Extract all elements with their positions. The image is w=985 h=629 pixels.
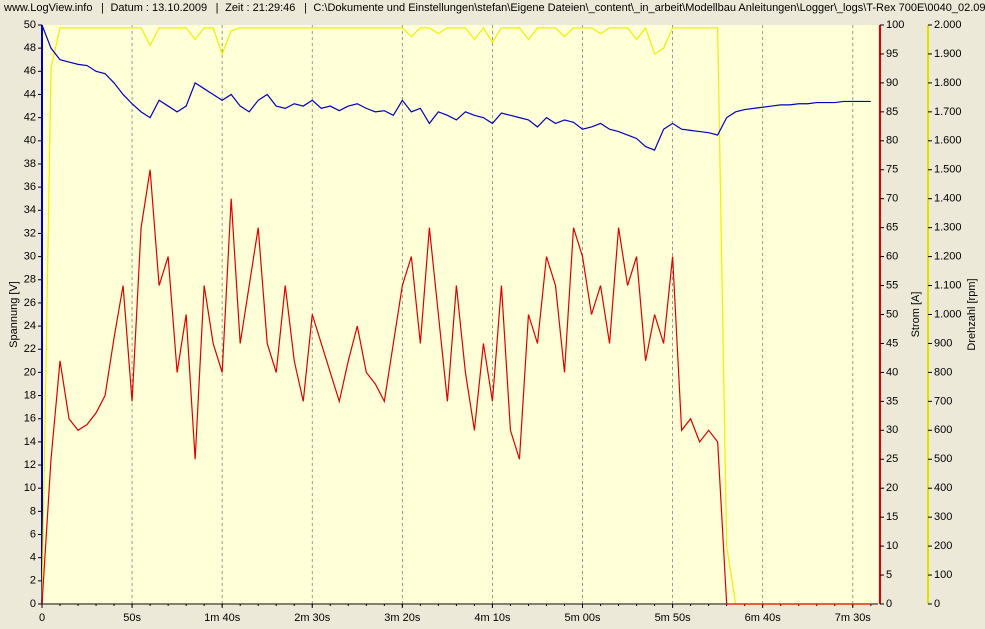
y-tick-label: 4 (30, 552, 36, 564)
series-line (41, 26, 871, 605)
header-item: Datum : 13.10.2009 (110, 2, 207, 14)
y-tick-label: 85 (886, 106, 898, 118)
y-tick-label: 800 (934, 366, 952, 378)
y-tick-label: 1.900 (934, 48, 962, 60)
header-separator: | (304, 2, 307, 14)
y-tick-label: 60 (886, 251, 898, 263)
series-line (41, 24, 871, 151)
y-tick-label: 900 (934, 337, 952, 349)
y-tick-label: 75 (886, 164, 898, 176)
y-tick-label: 200 (934, 540, 952, 552)
y-tick-label: 22 (24, 343, 36, 355)
y-tick-label: 5 (886, 569, 892, 581)
y-tick-label: 300 (934, 511, 952, 523)
y-tick-label: 28 (24, 274, 36, 286)
y-tick-label: 42 (24, 112, 36, 124)
x-tick-label: 1m 40s (204, 612, 241, 624)
y-tick-label: 1.500 (934, 164, 962, 176)
y-tick-label: 400 (934, 482, 952, 494)
y-tick-label: 500 (934, 453, 952, 465)
y-tick-label: 700 (934, 395, 952, 407)
y-tick-label: 1.600 (934, 135, 962, 147)
y-tick-label: 44 (24, 88, 36, 100)
y-tick-label: 18 (24, 389, 36, 401)
x-tick-label: 5m 50s (655, 612, 692, 624)
y-tick-label: 15 (886, 511, 898, 523)
y-tick-label: 1.200 (934, 251, 962, 263)
y-tick-label: 600 (934, 424, 952, 436)
y-tick-label: 45 (886, 337, 898, 349)
y-axis-label: Drehzahl [rpm] (966, 278, 978, 350)
y-tick-label: 35 (886, 395, 898, 407)
y-tick-label: 34 (24, 204, 36, 216)
y-tick-label: 10 (24, 482, 36, 494)
y-tick-label: 26 (24, 297, 36, 309)
y-tick-label: 24 (24, 320, 36, 332)
x-tick-label: 5m 00s (564, 612, 601, 624)
y-tick-label: 0 (886, 598, 892, 610)
y-tick-label: 12 (24, 459, 36, 471)
y-tick-label: 80 (886, 135, 898, 147)
x-tick-label: 2m 30s (294, 612, 331, 624)
header-item: C:\Dokumente und Einstellungen\stefan\Ei… (313, 2, 985, 14)
y-tick-label: 38 (24, 158, 36, 170)
y-tick-label: 2 (30, 575, 36, 587)
y-tick-label: 8 (30, 505, 36, 517)
y-tick-label: 46 (24, 65, 36, 77)
x-tick-label: 7m 30s (835, 612, 872, 624)
header-item: www.LogView.info (3, 2, 92, 14)
y-tick-label: 1.300 (934, 222, 962, 234)
y-tick-label: 48 (24, 42, 36, 54)
y-tick-label: 20 (886, 482, 898, 494)
y-tick-label: 100 (886, 19, 904, 31)
y-tick-label: 0 (30, 598, 36, 610)
y-axis-label: Spannung [V] (8, 281, 20, 348)
y-tick-label: 40 (24, 135, 36, 147)
y-tick-label: 55 (886, 279, 898, 291)
y-tick-label: 50 (24, 19, 36, 31)
y-tick-label: 40 (886, 366, 898, 378)
y-tick-label: 1.400 (934, 193, 962, 205)
header-separator: | (216, 2, 219, 14)
header-separator: | (101, 2, 104, 14)
y-tick-label: 90 (886, 77, 898, 89)
series-line (41, 169, 871, 605)
y-tick-label: 30 (24, 251, 36, 263)
y-tick-label: 36 (24, 181, 36, 193)
y-tick-label: 95 (886, 48, 898, 60)
y-tick-label: 0 (934, 598, 940, 610)
y-tick-label: 6 (30, 528, 36, 540)
y-tick-label: 1.700 (934, 106, 962, 118)
y-tick-label: 1.100 (934, 279, 962, 291)
header-item: Zeit : 21:29:46 (225, 2, 295, 14)
x-tick-label: 3m 20s (384, 612, 421, 624)
y-tick-label: 65 (886, 222, 898, 234)
y-tick-label: 70 (886, 193, 898, 205)
y-tick-label: 14 (24, 436, 36, 448)
y-tick-label: 20 (24, 366, 36, 378)
y-tick-label: 1.800 (934, 77, 962, 89)
x-tick-label: 6m 40s (745, 612, 782, 624)
y-tick-label: 32 (24, 227, 36, 239)
x-tick-label: 4m 10s (474, 612, 511, 624)
x-tick-label: 50s (123, 612, 141, 624)
y-tick-label: 100 (934, 569, 952, 581)
x-tick-label: 0 (39, 612, 45, 624)
y-tick-label: 10 (886, 540, 898, 552)
y-tick-label: 16 (24, 413, 36, 425)
y-tick-label: 30 (886, 424, 898, 436)
y-tick-label: 50 (886, 308, 898, 320)
y-tick-label: 2.000 (934, 19, 962, 31)
y-axis-label: Strom [A] (910, 292, 922, 338)
y-tick-label: 25 (886, 453, 898, 465)
y-tick-label: 1.000 (934, 308, 962, 320)
